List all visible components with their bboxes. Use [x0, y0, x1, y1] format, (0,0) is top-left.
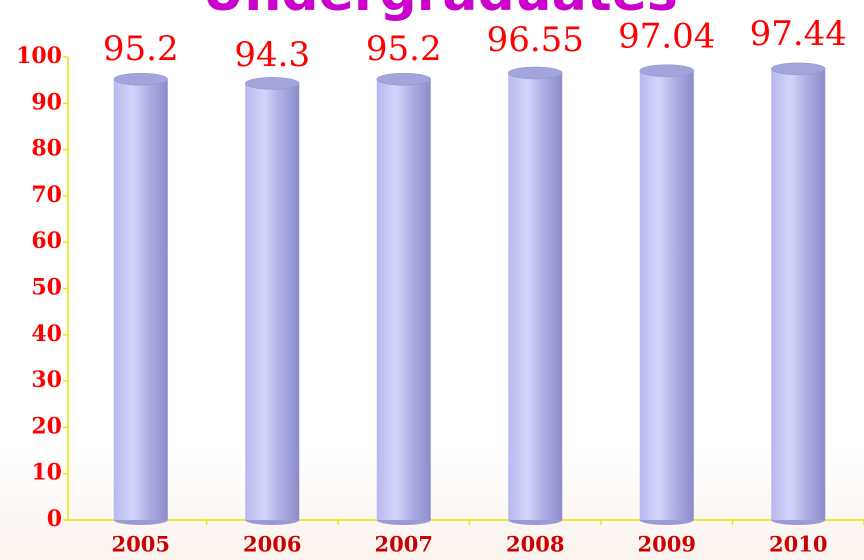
- bar: [508, 72, 563, 520]
- x-tick-label: 2010: [769, 532, 827, 557]
- bar-top: [245, 77, 300, 90]
- x-tick-label: 2005: [112, 532, 170, 557]
- y-tick-label: 30: [31, 367, 62, 393]
- chart-title: Undergraduates: [202, 0, 678, 23]
- bar-top: [376, 72, 431, 86]
- bar: [771, 68, 826, 521]
- value-label: 97.04: [618, 17, 715, 57]
- value-label: 96.55: [487, 20, 584, 60]
- y-tick-label: 20: [31, 413, 62, 439]
- y-tick-label: 10: [31, 460, 62, 486]
- bar-top: [508, 66, 563, 80]
- y-tick-label: 0: [47, 506, 62, 532]
- value-label: 94.3: [234, 35, 310, 75]
- y-tick-label: 90: [31, 89, 62, 115]
- y-tick-label: 60: [31, 228, 62, 254]
- y-tick-label: 40: [31, 321, 62, 347]
- bar-top: [113, 72, 168, 86]
- x-tick-label: 2007: [375, 532, 433, 557]
- y-tick-label: 100: [16, 43, 62, 69]
- x-tick-label: 2009: [638, 532, 696, 557]
- bar-top: [639, 64, 694, 77]
- bar: [376, 79, 431, 520]
- value-label: 97.44: [750, 14, 847, 54]
- value-label: 95.2: [103, 29, 179, 69]
- y-tick-label: 70: [31, 182, 62, 208]
- value-label: 95.2: [366, 29, 442, 69]
- bar: [245, 83, 300, 521]
- y-tick-label: 50: [31, 275, 62, 301]
- x-tick-label: 2008: [506, 532, 564, 557]
- y-tick-label: 80: [31, 136, 62, 162]
- x-tick-label: 2006: [243, 532, 301, 557]
- bar-top: [771, 62, 826, 76]
- bar: [113, 79, 168, 520]
- bar: [639, 70, 694, 520]
